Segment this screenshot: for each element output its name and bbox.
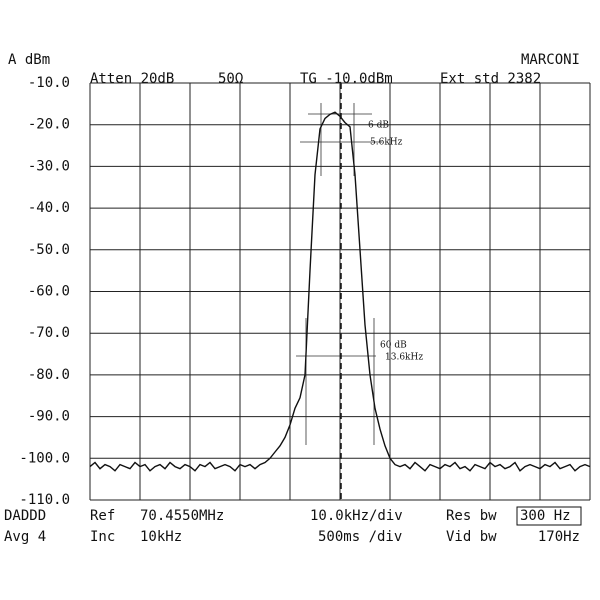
- annotation: 13.6kHz: [385, 353, 423, 363]
- inc: 10kHz: [140, 529, 182, 545]
- y-tick-label: -50.0: [28, 242, 70, 258]
- ext: Ext std 2382: [440, 71, 541, 87]
- atten: Atten 20dB: [90, 71, 174, 87]
- inc-label: Inc: [90, 529, 115, 545]
- res: 300 Hz: [520, 508, 571, 524]
- y-tick-label: -20.0: [28, 117, 70, 133]
- res-box: [516, 506, 582, 526]
- vid-label: Vid bw: [446, 529, 497, 545]
- y-tick-label: -80.0: [28, 367, 70, 383]
- y-tick-label: -70.0: [28, 325, 70, 341]
- y-tick-label: -40.0: [28, 200, 70, 216]
- ref-label: Ref: [90, 508, 115, 524]
- span: 10.0kHz/div: [310, 508, 403, 524]
- mode: DADDD: [4, 508, 46, 524]
- y-tick-label: -30.0: [28, 158, 70, 174]
- tg: TG -10.0dBm: [300, 71, 393, 87]
- trace: [89, 111, 591, 472]
- y-tick-label: -110.0: [19, 492, 70, 508]
- y-unit: A dBm: [8, 52, 50, 68]
- y-tick-label: -60.0: [28, 284, 70, 300]
- annotation: 5.6kHz: [370, 138, 403, 148]
- res-label: Res bw: [446, 508, 497, 524]
- annotation: 60 dB: [380, 341, 407, 351]
- y-tick-label: -100.0: [19, 450, 70, 466]
- brand: MARCONI: [521, 52, 580, 68]
- vid: 170Hz: [538, 529, 580, 545]
- sweep: 500ms /div: [318, 529, 402, 545]
- avg: Avg 4: [4, 529, 46, 545]
- y-tick-label: -90.0: [28, 409, 70, 425]
- annotation: 6 dB: [368, 121, 389, 131]
- ref: 70.4550MHz: [140, 508, 224, 524]
- y-tick-label: -10.0: [28, 75, 70, 91]
